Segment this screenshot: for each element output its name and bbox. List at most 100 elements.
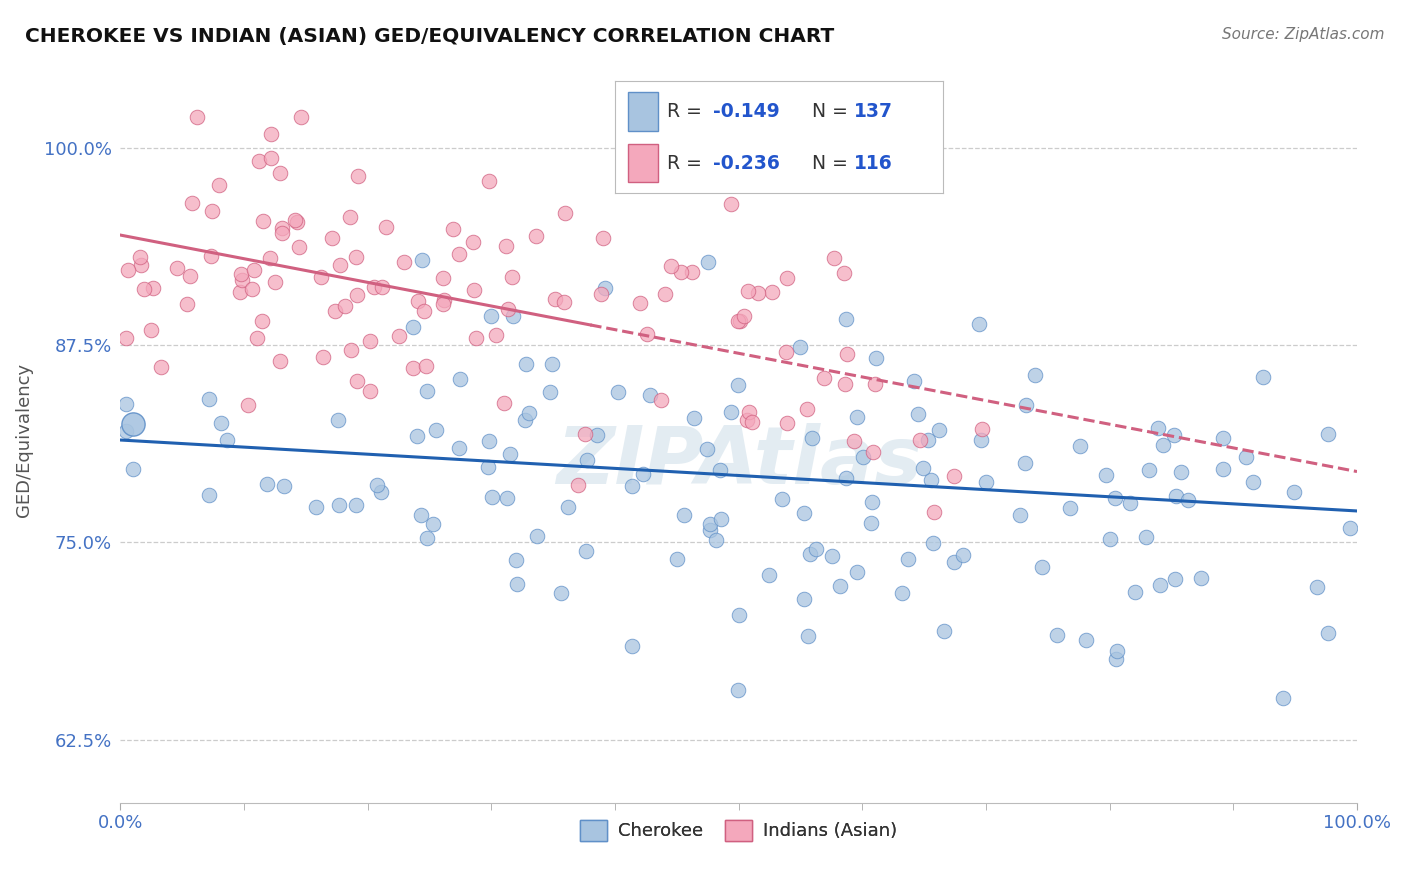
Point <box>323 304 346 318</box>
Point <box>502 270 524 285</box>
Point <box>463 283 485 297</box>
Point <box>589 287 612 301</box>
Point <box>727 607 749 622</box>
Point <box>273 479 295 493</box>
Point <box>799 548 821 562</box>
Point <box>415 359 437 373</box>
Point <box>970 433 993 447</box>
Text: Source: ZipAtlas.com: Source: ZipAtlas.com <box>1222 27 1385 42</box>
Point <box>699 516 721 531</box>
Point <box>388 328 411 343</box>
Point <box>922 504 945 518</box>
Text: CHEROKEE VS INDIAN (ASIAN) GED/EQUIVALENCY CORRELATION CHART: CHEROKEE VS INDIAN (ASIAN) GED/EQUIVALEN… <box>25 27 835 45</box>
Point <box>776 271 799 285</box>
Point <box>432 297 454 311</box>
Point <box>181 196 204 211</box>
Point <box>242 263 264 277</box>
Point <box>260 151 283 165</box>
Point <box>1316 625 1339 640</box>
Point <box>851 450 873 465</box>
Point <box>122 462 145 476</box>
Text: ZIPAtlas: ZIPAtlas <box>555 423 922 500</box>
Point <box>1014 398 1036 412</box>
Point <box>1152 438 1174 452</box>
Point <box>246 331 269 345</box>
Point <box>554 206 576 220</box>
Point <box>747 286 769 301</box>
Point <box>650 393 672 408</box>
Point <box>231 273 253 287</box>
Point <box>834 376 856 391</box>
Point <box>115 424 138 438</box>
Point <box>544 292 567 306</box>
Point <box>845 409 868 424</box>
Point <box>922 536 945 550</box>
Point <box>846 565 869 579</box>
Point <box>835 346 858 360</box>
Point <box>737 284 759 298</box>
Point <box>796 402 818 417</box>
Point <box>972 422 994 436</box>
Point <box>1189 571 1212 585</box>
Point <box>574 427 596 442</box>
Point <box>408 294 430 309</box>
Point <box>681 265 703 279</box>
Point <box>333 299 356 313</box>
Point <box>890 586 912 600</box>
Point <box>515 357 537 371</box>
Point <box>865 351 887 366</box>
Point <box>775 344 797 359</box>
Point <box>371 280 394 294</box>
Point <box>1074 633 1097 648</box>
Point <box>461 235 484 249</box>
Point <box>209 417 232 431</box>
Point <box>697 254 720 268</box>
Point <box>149 360 172 375</box>
Point <box>793 506 815 520</box>
Point <box>288 240 311 254</box>
Point <box>943 556 966 570</box>
Point <box>506 577 529 591</box>
Point <box>813 371 835 385</box>
Point <box>321 231 343 245</box>
Point <box>621 639 644 653</box>
Point <box>198 392 221 406</box>
Point <box>683 410 706 425</box>
Point <box>823 252 845 266</box>
Point <box>344 250 367 264</box>
Point <box>821 549 844 563</box>
Point <box>912 461 935 475</box>
Point <box>131 259 153 273</box>
Point <box>346 288 368 302</box>
Point <box>1251 370 1274 384</box>
Point <box>592 231 614 245</box>
Point <box>538 385 561 400</box>
Point <box>1095 467 1118 482</box>
Point <box>903 375 925 389</box>
Point <box>247 154 270 169</box>
Point <box>375 219 398 234</box>
Point <box>477 459 499 474</box>
Point <box>540 357 562 371</box>
Point <box>1119 496 1142 510</box>
Point <box>842 434 865 448</box>
Point <box>478 434 501 448</box>
Point <box>197 488 219 502</box>
Point <box>550 586 572 600</box>
Point <box>908 434 931 448</box>
Point <box>575 544 598 558</box>
Point <box>1164 489 1187 503</box>
Point <box>727 314 749 328</box>
Point <box>359 384 381 398</box>
Point <box>860 495 883 509</box>
Point <box>441 222 464 236</box>
Point <box>271 220 294 235</box>
Point <box>285 215 308 229</box>
Point <box>557 500 579 515</box>
Point <box>200 204 222 219</box>
Point <box>735 413 758 427</box>
Point <box>425 423 447 437</box>
Point <box>1339 521 1361 535</box>
Point <box>346 498 368 512</box>
Point <box>464 331 486 345</box>
